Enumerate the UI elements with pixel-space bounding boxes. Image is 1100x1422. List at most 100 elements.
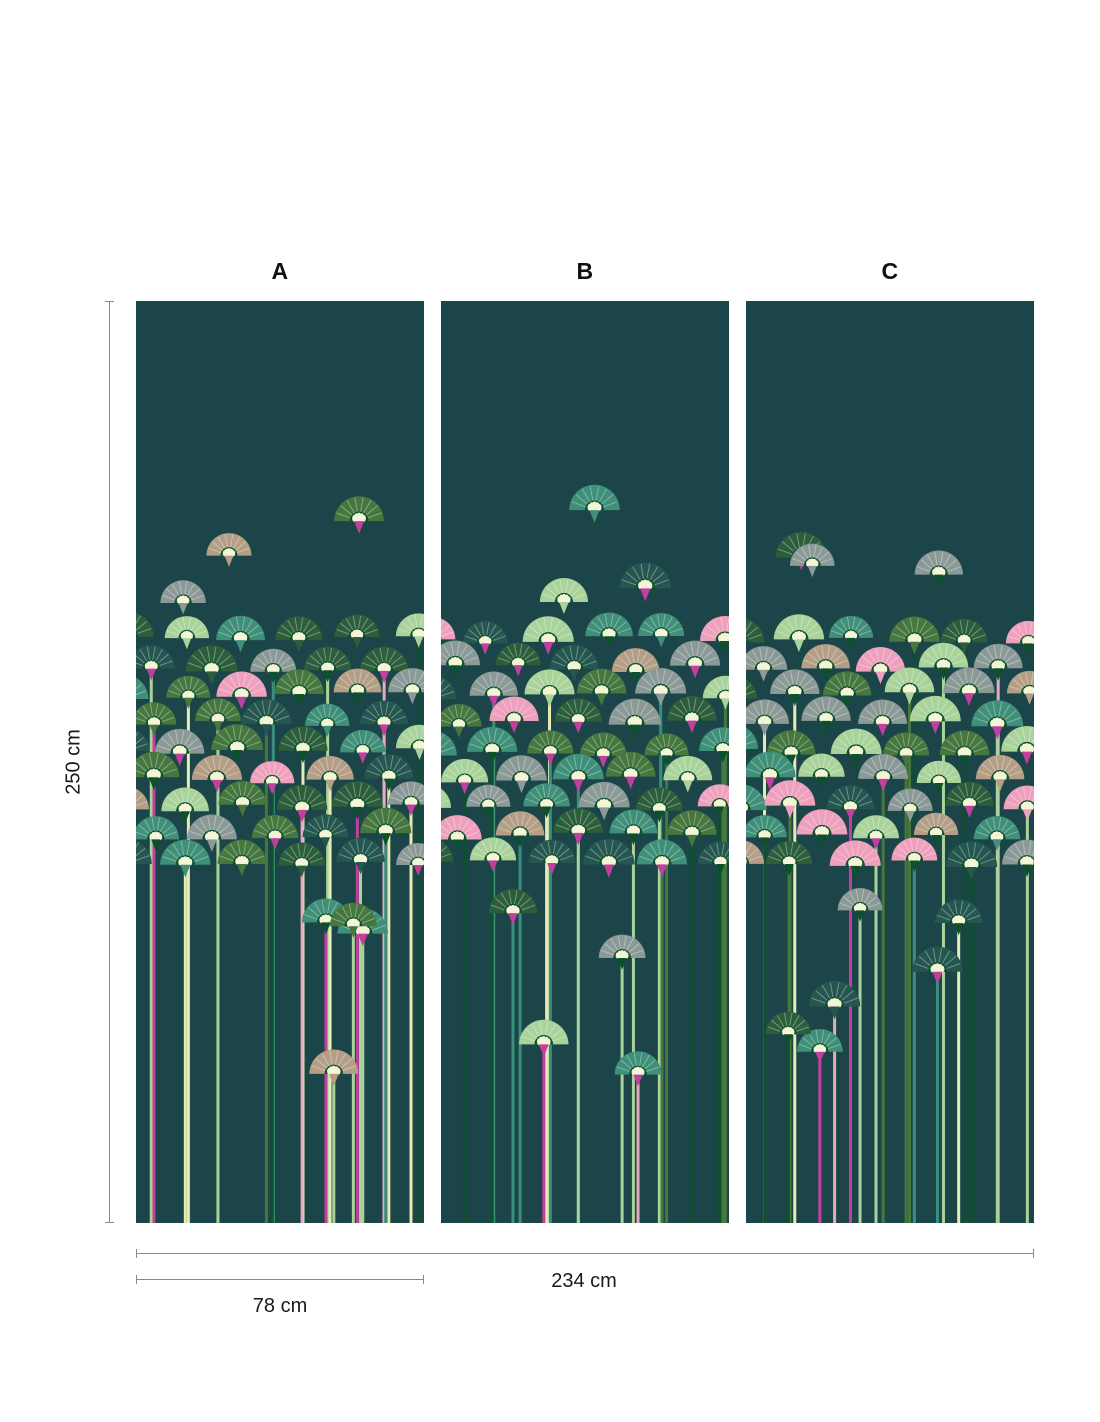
fan-flower xyxy=(770,669,820,707)
fan-flower xyxy=(496,755,547,794)
fan-flower xyxy=(396,842,424,877)
fan-flower xyxy=(250,648,297,684)
fan-flower xyxy=(164,616,209,650)
panel-width-dimension-line xyxy=(136,1279,424,1280)
fan-flower xyxy=(1007,670,1034,705)
fan-flower xyxy=(583,838,635,878)
fan-flower xyxy=(667,810,717,848)
fan-flower xyxy=(828,615,874,649)
fan-flower xyxy=(579,732,627,768)
fan-flower xyxy=(528,839,576,875)
fan-flower xyxy=(644,733,689,767)
wallpaper-panel-b xyxy=(441,301,729,1223)
fan-flower xyxy=(1002,840,1034,877)
fan-flower xyxy=(746,784,767,811)
fan-flower xyxy=(305,703,350,737)
fan-flower xyxy=(495,811,545,848)
fan-flower xyxy=(609,809,658,846)
fan-flower xyxy=(136,612,154,637)
fan-flower xyxy=(217,839,267,877)
fan-flower xyxy=(971,700,1024,740)
fan-flower xyxy=(766,730,816,767)
fan-flower xyxy=(488,888,538,926)
fan-flower xyxy=(306,756,354,792)
fan-flower xyxy=(136,730,150,752)
fan-flower xyxy=(136,645,175,681)
fan-flower xyxy=(160,839,211,878)
total-width-tick-right xyxy=(1033,1249,1034,1258)
fan-flower xyxy=(275,616,323,652)
fan-flower xyxy=(1003,785,1034,822)
fan-flower xyxy=(614,1051,662,1087)
fan-flower xyxy=(304,646,352,682)
fan-flower xyxy=(830,728,882,767)
fan-flower xyxy=(798,753,845,789)
fan-flower xyxy=(826,785,875,822)
fan-flower xyxy=(635,667,687,707)
fan-flower xyxy=(801,696,851,734)
fan-flower xyxy=(360,807,412,846)
fan-flower xyxy=(166,675,211,709)
fan-flower xyxy=(331,781,383,820)
fan-flower xyxy=(638,613,685,648)
fan-flower xyxy=(975,754,1025,792)
fan-flower xyxy=(136,816,180,851)
total-width-dimension-label: 234 cm xyxy=(551,1270,617,1292)
fan-flower xyxy=(395,724,424,761)
panel-label-c: C xyxy=(881,258,899,284)
fan-flower xyxy=(912,946,963,985)
fan-flower xyxy=(441,815,482,852)
height-dimension-line xyxy=(109,301,110,1223)
fan-flower xyxy=(549,644,599,682)
fan-flower xyxy=(939,730,990,768)
fan-flower xyxy=(746,815,787,849)
fan-flower xyxy=(241,698,292,737)
fan-flower xyxy=(359,646,409,684)
fan-flower xyxy=(186,814,237,852)
panel-label-a: A xyxy=(271,258,289,284)
fan-flower xyxy=(489,696,539,734)
fan-flower xyxy=(334,496,384,534)
fan-flower xyxy=(441,732,457,756)
fan-flower xyxy=(829,840,881,879)
fan-flower xyxy=(576,668,627,706)
fan-flower xyxy=(608,698,661,738)
fan-flower xyxy=(495,642,541,677)
fan-flower xyxy=(746,679,758,699)
fan-flower xyxy=(667,696,717,734)
fan-flower xyxy=(746,727,758,750)
fan-flower xyxy=(441,618,456,640)
fan-flower xyxy=(274,669,324,707)
height-dimension-label: 250 cm xyxy=(62,729,85,795)
fan-flower xyxy=(441,703,482,738)
fan-flower xyxy=(697,784,729,818)
fan-flower xyxy=(527,730,574,766)
fan-flower xyxy=(766,840,813,876)
fan-flower xyxy=(636,839,688,877)
fan-flower xyxy=(699,727,729,763)
panel-width-tick-left xyxy=(136,1275,137,1284)
fan-flower xyxy=(552,753,604,792)
fan-flower xyxy=(194,698,241,733)
fan-flower xyxy=(858,754,909,792)
fan-flower xyxy=(700,616,729,654)
fan-flower xyxy=(773,614,825,652)
fan-flower xyxy=(837,888,883,922)
fan-flower xyxy=(853,815,899,850)
fan-flower xyxy=(697,841,729,876)
panel-width-dimension-label: 78 cm xyxy=(252,1295,308,1317)
panel-width-tick-right xyxy=(423,1275,424,1284)
fan-flower xyxy=(789,543,835,578)
fan-flower xyxy=(278,842,325,878)
wallpaper-panel-c xyxy=(746,301,1034,1223)
fan-flower xyxy=(746,618,765,643)
fan-flower xyxy=(663,755,713,793)
fan-flower xyxy=(441,677,457,700)
fan-flower xyxy=(611,648,660,684)
fan-flower xyxy=(329,902,377,938)
fan-flower xyxy=(251,814,299,850)
fan-flower xyxy=(211,724,264,764)
height-dimension-tick-top xyxy=(105,301,114,302)
fan-flower xyxy=(334,614,380,649)
